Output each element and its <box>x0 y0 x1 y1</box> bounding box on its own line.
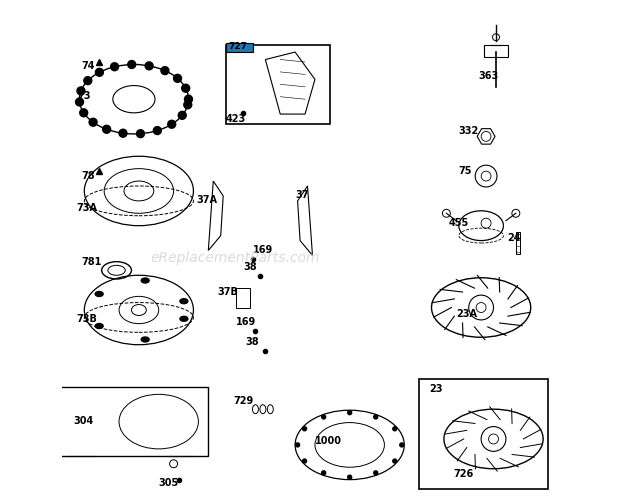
Circle shape <box>374 415 378 419</box>
Text: 73B: 73B <box>76 314 97 324</box>
Text: 1000: 1000 <box>315 436 342 446</box>
Ellipse shape <box>180 299 188 304</box>
Text: 37A: 37A <box>196 195 217 205</box>
Polygon shape <box>208 181 223 250</box>
Circle shape <box>136 129 144 137</box>
Circle shape <box>80 109 87 117</box>
Text: 73: 73 <box>77 91 91 101</box>
Circle shape <box>84 77 92 85</box>
Text: 73A: 73A <box>76 203 97 213</box>
Text: 332: 332 <box>459 126 479 136</box>
Circle shape <box>174 74 182 82</box>
FancyBboxPatch shape <box>226 43 253 52</box>
Text: 23: 23 <box>429 384 443 394</box>
Text: 729: 729 <box>233 396 254 406</box>
Circle shape <box>393 459 397 463</box>
Text: 169: 169 <box>236 317 256 327</box>
Text: 38: 38 <box>246 337 259 347</box>
Text: 78: 78 <box>82 171 95 181</box>
Circle shape <box>374 471 378 475</box>
Ellipse shape <box>141 337 149 342</box>
Circle shape <box>103 125 110 133</box>
Ellipse shape <box>141 278 149 283</box>
Circle shape <box>393 427 397 431</box>
Circle shape <box>119 129 127 137</box>
Text: 726: 726 <box>454 469 474 479</box>
Text: 75: 75 <box>459 166 472 176</box>
Text: 423: 423 <box>226 114 246 124</box>
Circle shape <box>303 459 306 463</box>
Ellipse shape <box>95 323 103 328</box>
Text: 38: 38 <box>243 262 257 272</box>
Text: 23A: 23A <box>456 310 477 319</box>
Circle shape <box>322 471 326 475</box>
Circle shape <box>76 98 84 106</box>
Circle shape <box>145 62 153 70</box>
Circle shape <box>77 87 85 95</box>
Circle shape <box>322 415 326 419</box>
Text: 37: 37 <box>295 190 309 200</box>
Circle shape <box>168 120 175 128</box>
Polygon shape <box>236 288 250 308</box>
Circle shape <box>128 61 136 68</box>
Text: eReplacementParts.com: eReplacementParts.com <box>151 251 321 265</box>
Text: 169: 169 <box>253 245 273 255</box>
Ellipse shape <box>180 316 188 321</box>
Text: 781: 781 <box>82 257 102 267</box>
Text: 74: 74 <box>82 62 95 71</box>
Circle shape <box>184 101 192 109</box>
Circle shape <box>303 427 306 431</box>
Text: 305: 305 <box>159 478 179 488</box>
Text: 304: 304 <box>73 416 93 426</box>
Text: 24: 24 <box>507 233 521 243</box>
Circle shape <box>296 443 299 447</box>
Text: 727: 727 <box>228 42 247 51</box>
Circle shape <box>348 411 352 415</box>
Circle shape <box>400 443 404 447</box>
Polygon shape <box>265 52 315 114</box>
Circle shape <box>161 66 169 74</box>
Circle shape <box>153 126 161 134</box>
Circle shape <box>348 475 352 479</box>
Text: 363: 363 <box>479 71 499 81</box>
Circle shape <box>89 118 97 126</box>
Ellipse shape <box>95 292 103 297</box>
Text: 455: 455 <box>449 218 469 228</box>
Circle shape <box>185 95 192 103</box>
Polygon shape <box>298 186 312 255</box>
Text: 37B: 37B <box>217 287 238 297</box>
Circle shape <box>182 84 190 92</box>
Polygon shape <box>477 128 495 144</box>
Circle shape <box>110 63 118 71</box>
Circle shape <box>95 68 104 76</box>
Circle shape <box>179 112 186 120</box>
